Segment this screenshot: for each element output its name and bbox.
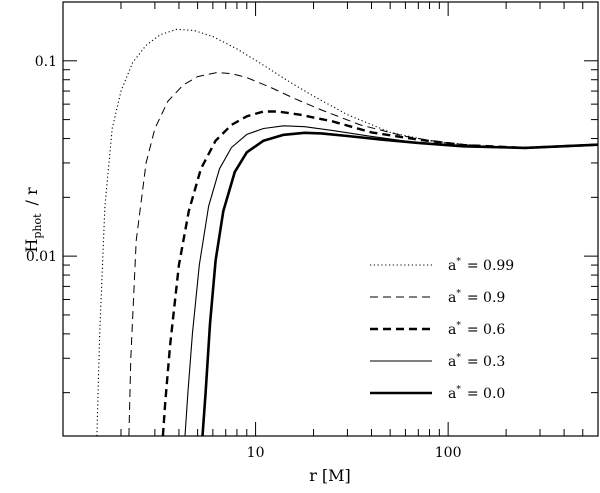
- x-tick-label: 100: [435, 445, 462, 461]
- series-line-3: [184, 125, 599, 437]
- y-axis-label: Hphot / r: [22, 187, 44, 253]
- y-axis-label-main: H: [22, 239, 41, 253]
- y-tick-label: 0.01: [26, 249, 57, 265]
- series-line-0: [96, 28, 599, 437]
- series-line-2: [161, 110, 599, 437]
- x-tick-label: 10: [247, 445, 265, 461]
- plot-frame: [62, 1, 599, 437]
- svg-text:Hphot/ r: Hphot / r: [22, 187, 44, 253]
- axis-ticks: [62, 1, 599, 436]
- y-axis-label-sub: phot: [31, 213, 44, 239]
- legend-entry-label: a* = 0.3: [448, 353, 505, 370]
- series-lines: [96, 28, 599, 437]
- legend-entry-label: a* = 0.99: [448, 257, 514, 274]
- legend: a* = 0.99 a* = 0.9 a* = 0.6 a* = 0.3 a* = 0.0: [370, 257, 514, 402]
- legend-entry-label: a* = 0.6: [448, 321, 505, 338]
- series-line-1: [128, 72, 599, 437]
- y-axis-label-suffix: / r: [22, 187, 41, 205]
- series-line-4: [201, 131, 599, 437]
- legend-entry-label: a* = 0.0: [448, 385, 505, 402]
- x-axis-label: r [M]: [309, 466, 351, 485]
- y-tick-label: 0.1: [35, 54, 57, 70]
- legend-entry-label: a* = 0.9: [448, 289, 505, 306]
- axis-tick-labels: 10 100 0.01 0.1: [26, 54, 462, 461]
